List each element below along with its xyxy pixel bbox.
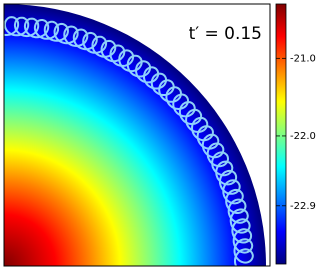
- shock-ring: [4, 16, 254, 266]
- y-tick-label: -21.0: [290, 53, 316, 64]
- y-tick-label: -22.9: [290, 201, 316, 212]
- plot-frame: [3, 3, 271, 267]
- y-tick-label: -22.0: [290, 131, 316, 142]
- colorbar: [275, 3, 287, 265]
- annotation: t′ = 0.15: [189, 24, 262, 44]
- density-field: [4, 4, 266, 266]
